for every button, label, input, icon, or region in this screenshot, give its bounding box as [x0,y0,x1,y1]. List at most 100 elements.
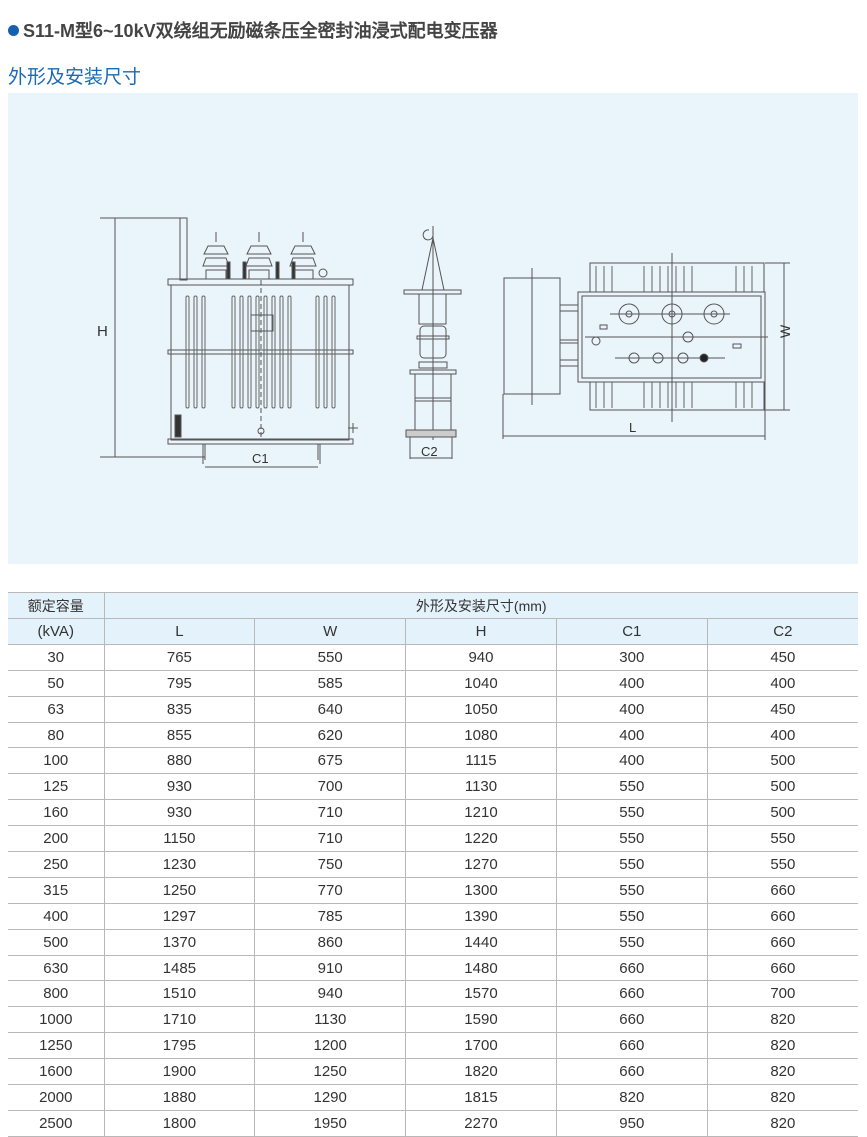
dimension-cell: 820 [706,1006,858,1034]
capacity-cell: 30 [8,644,104,671]
dimension-cell: 500 [706,799,858,827]
dim-label-c2: C2 [421,444,438,459]
dimension-cell: 1297 [103,903,255,930]
dimension-cell: 1570 [405,980,557,1008]
dimension-cell: 785 [254,903,406,930]
table-row: 1000 1710 1130 1590 660 820 [8,1006,858,1034]
dimension-cell: 500 [706,773,858,801]
table-row: 160 930 710 1210 550 500 [8,799,858,827]
table-row: 400 1297 785 1390 550 660 [8,903,858,930]
dimension-cell: 860 [254,929,406,956]
dimension-cell: 450 [706,644,858,671]
capacity-cell: 125 [8,773,104,801]
table-row: 500 1370 860 1440 550 660 [8,929,858,956]
dimension-cell: 660 [706,955,858,982]
dimension-cell: 1200 [254,1032,406,1060]
dimension-cell: 400 [555,747,708,775]
dimension-cell: 550 [706,851,858,878]
table-row: 2000 1880 1290 1815 820 820 [8,1084,858,1111]
dimension-cell: 660 [555,980,708,1008]
dimension-cell: 660 [706,877,858,904]
dimension-cell: 1390 [405,903,557,930]
dimension-cell: 930 [103,799,255,827]
table-row: 63 835 640 1050 400 450 [8,696,858,723]
table-row: 80 855 620 1080 400 400 [8,722,858,749]
table-row: 800 1510 940 1570 660 700 [8,980,858,1008]
dimension-cell: 910 [254,955,406,982]
dimension-cell: 880 [103,747,255,775]
dimension-cell: 550 [555,799,708,827]
column-header-w: W [254,618,406,645]
dimension-cell: 1050 [405,696,557,723]
table-row: 250 1230 750 1270 550 550 [8,851,858,878]
dimension-cell: 1510 [103,980,255,1008]
dimension-cell: 660 [706,929,858,956]
dimension-cell: 1250 [254,1058,406,1086]
capacity-cell: 1000 [8,1006,104,1034]
table-row: 100 880 675 1115 400 500 [8,747,858,775]
capacity-cell: 50 [8,670,104,697]
table-row: 30 765 550 940 300 450 [8,644,858,671]
column-header-h: H [405,618,557,645]
dimension-cell: 1300 [405,877,557,904]
dimension-cell: 2270 [405,1110,557,1137]
capacity-cell: 2000 [8,1084,104,1111]
dimension-cell: 550 [555,903,708,930]
dimension-cell: 400 [706,722,858,749]
capacity-cell: 2500 [8,1110,104,1137]
table-row: 50 795 585 1040 400 400 [8,670,858,697]
dimension-cell: 640 [254,696,406,723]
dimension-cell: 1900 [103,1058,255,1086]
dimension-cell: 1370 [103,929,255,956]
capacity-cell: 500 [8,929,104,956]
table-row: 200 1150 710 1220 550 550 [8,825,858,853]
dimension-cell: 1250 [103,877,255,904]
dimension-cell: 550 [706,825,858,853]
table-row: 1250 1795 1200 1700 660 820 [8,1032,858,1060]
dimension-cell: 1440 [405,929,557,956]
dimension-cell: 930 [103,773,255,801]
capacity-header: 额定容量 [8,592,104,619]
dimension-cell: 1800 [103,1110,255,1137]
dimension-cell: 1115 [405,747,557,775]
bushings [202,232,317,280]
dimension-cell: 1815 [405,1084,557,1111]
dim-label-l: L [629,420,636,435]
dimension-cell: 1130 [405,773,557,801]
dimension-cell: 400 [706,670,858,697]
dimension-cell: 710 [254,825,406,853]
table-row: 125 930 700 1130 550 500 [8,773,858,801]
dimension-cell: 1710 [103,1006,255,1034]
dimension-cell: 710 [254,799,406,827]
dimension-cell: 550 [555,877,708,904]
dimension-cell: 550 [555,773,708,801]
dimension-cell: 400 [555,696,708,723]
table-row: 2500 1800 1950 2270 950 820 [8,1110,858,1137]
table-row: 630 1485 910 1480 660 660 [8,955,858,982]
column-header-c1: C1 [555,618,708,645]
capacity-cell: 100 [8,747,104,775]
dimension-cell: 1080 [405,722,557,749]
dimension-cell: 400 [555,670,708,697]
capacity-cell: 1250 [8,1032,104,1060]
dimension-cell: 1590 [405,1006,557,1034]
dimension-cell: 1290 [254,1084,406,1111]
dimension-cell: 1700 [405,1032,557,1060]
dimension-cell: 1150 [103,825,255,853]
dimension-cell: 660 [555,955,708,982]
group-header: 外形及安装尺寸(mm) [103,592,858,619]
capacity-cell: 400 [8,903,104,930]
dim-label-c1: C1 [252,451,269,466]
dimension-cell: 500 [706,747,858,775]
dimension-cell: 820 [706,1084,858,1111]
dimension-cell: 940 [405,644,557,671]
dimension-cell: 855 [103,722,255,749]
capacity-cell: 800 [8,980,104,1008]
dimension-cell: 820 [555,1084,708,1111]
dim-label-w: W [777,324,793,338]
dimension-cell: 1820 [405,1058,557,1086]
dimension-cell: 1795 [103,1032,255,1060]
capacity-cell: 630 [8,955,104,982]
dimension-cell: 1040 [405,670,557,697]
top-view: L W [502,253,793,440]
